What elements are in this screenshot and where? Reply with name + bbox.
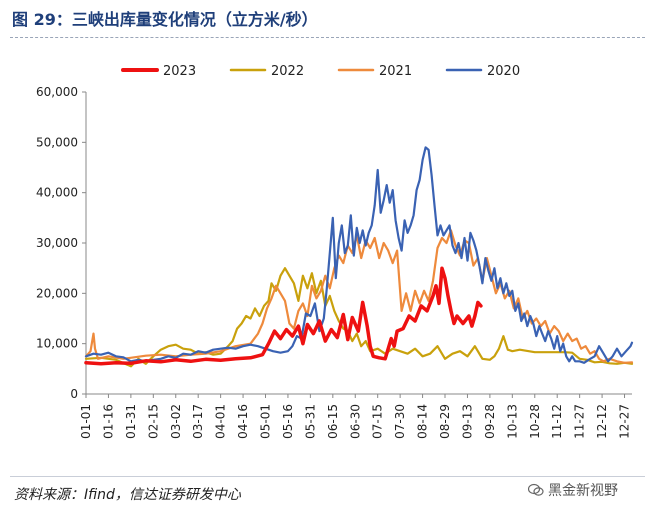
- watermark-text: 黑金新视野: [548, 483, 618, 499]
- y-tick-label: 50,000: [36, 135, 78, 149]
- legend-label-2022: 2022: [271, 64, 304, 79]
- line-chart: 0 10,000 20,000 30,000 40,000 50,000 60,000 01…: [36, 64, 634, 439]
- x-tick-label: 04-01: [214, 404, 228, 439]
- x-tick-label: 03-17: [191, 404, 205, 439]
- x-tick-label: 12-27: [618, 404, 632, 439]
- x-tick-label: 08-29: [438, 404, 452, 439]
- x-tick-label: 10-13: [505, 404, 519, 439]
- y-tick-label: 0: [70, 387, 78, 401]
- y-tick-label: 10,000: [36, 337, 78, 351]
- title-divider: [10, 37, 645, 38]
- series-layer: [84, 146, 634, 368]
- y-tick-label: 30,000: [36, 236, 78, 250]
- chart-title: 图 29：三峡出库量变化情况（立方米/秒）: [12, 10, 318, 29]
- x-tick-label: 06-30: [348, 404, 362, 439]
- x-tick-label: 11-27: [573, 404, 587, 439]
- y-tick-label: 40,000: [36, 186, 78, 200]
- series-line-2020: [84, 146, 634, 364]
- series-line-2023: [84, 266, 483, 366]
- x-tick-label: 01-01: [79, 404, 93, 439]
- x-tick-label: 05-01: [259, 404, 273, 439]
- y-axis: 0 10,000 20,000 30,000 40,000 50,000 60,000: [36, 85, 87, 401]
- legend-label-2020: 2020: [487, 64, 520, 79]
- x-tick-label: 10-28: [528, 404, 542, 439]
- x-tick-label: 05-16: [281, 404, 295, 439]
- x-tick-label: 07-30: [393, 404, 407, 439]
- legend-label-2021: 2021: [379, 64, 412, 79]
- x-tick-label: 11-12: [550, 404, 564, 439]
- source-note: 资料来源：Ifind，信达证券研发中心: [14, 487, 241, 503]
- legend: 2023 2022 2021 2020: [121, 64, 520, 79]
- y-tick-label: 20,000: [36, 286, 78, 300]
- x-tick-label: 05-31: [303, 404, 317, 439]
- wechat-icon: [527, 483, 544, 497]
- x-tick-label: 09-13: [460, 404, 474, 439]
- x-tick-label: 08-14: [416, 404, 430, 439]
- x-tick-label: 09-28: [483, 404, 497, 439]
- legend-label-2023: 2023: [163, 64, 196, 79]
- x-tick-label: 01-16: [101, 404, 115, 439]
- x-tick-label: 06-15: [326, 404, 340, 439]
- x-tick-label: 02-15: [146, 404, 160, 439]
- x-tick-label: 01-31: [124, 404, 138, 439]
- x-axis: 01-01 01-16 01-31 02-15 03-02 03-17 04-01 04-16…: [79, 393, 632, 439]
- x-tick-label: 04-16: [236, 404, 250, 439]
- watermark: 黑金新视野: [527, 480, 618, 500]
- x-tick-label: 03-02: [169, 404, 183, 439]
- x-tick-label: 12-12: [595, 404, 609, 439]
- x-tick-label: 07-15: [371, 404, 385, 439]
- source-divider: [10, 476, 645, 477]
- y-tick-label: 60,000: [36, 85, 78, 99]
